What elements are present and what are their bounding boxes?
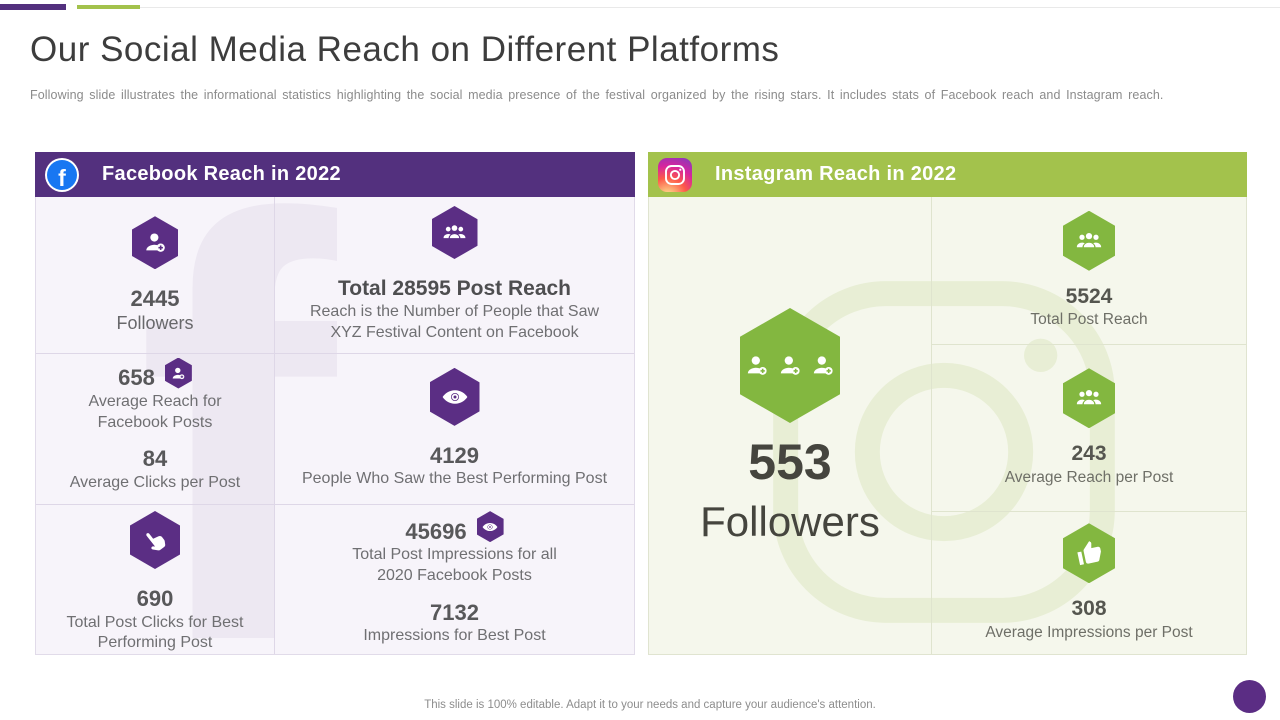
instagram-total-post-reach-value: 5524 [1065,284,1113,308]
accent-bar-purple [0,4,66,10]
instagram-icon [658,157,692,192]
facebook-stats-grid: f 2445 Followers [35,197,635,655]
facebook-best-impressions-value: 7132 [430,599,479,625]
facebook-best-impressions-label: Impressions for Best Post [363,627,546,645]
facebook-total-impressions-value: 45696 [405,518,467,544]
instagram-average-reach-cell: 243 Average Reach per Post [932,345,1246,512]
facebook-header-title: Facebook Reach in 2022 [102,163,341,185]
facebook-post-reach-title: Total 28595 Post Reach [337,277,572,301]
facebook-average-reach-value: 658 [118,365,155,391]
instagram-average-reach-label: Average Reach per Post [1004,468,1174,486]
facebook-average-clicks-value: 84 [142,446,168,472]
users-add-group-icon [740,308,840,423]
facebook-followers-label: Followers [116,312,194,333]
users-group-icon [1063,368,1115,429]
page-subtitle: Following slide illustrates the informat… [30,88,1164,102]
facebook-followers-cell: 2445 Followers [36,197,275,354]
facebook-post-reach-cell: Total 28595 Post Reach Reach is the Numb… [275,197,634,354]
instagram-followers-cell: 553 Followers [649,197,932,654]
footer-note: This slide is 100% editable. Adapt it to… [424,699,876,711]
instagram-total-post-reach-cell: 5524 Total Post Reach [932,197,1246,345]
instagram-header-title: Instagram Reach in 2022 [715,163,957,185]
facebook-average-reach-label: Average Reach for Facebook Posts [88,392,222,431]
click-hand-icon [130,511,180,569]
accent-bar-green [77,5,140,9]
facebook-panel: f Facebook Reach in 2022 f 2445 Follower… [35,152,635,655]
facebook-panel-header: f Facebook Reach in 2022 [35,152,635,197]
instagram-right-column: 5524 Total Post Reach 243 Average Reach … [932,197,1246,654]
accent-hairline [140,7,1280,8]
user-add-icon [132,216,178,270]
instagram-total-post-reach-label: Total Post Reach [1030,311,1148,329]
facebook-logo-letter: f [47,159,77,190]
instagram-average-reach-value: 243 [1071,442,1107,466]
instagram-followers-value: 553 [748,434,832,490]
facebook-post-reach-desc: Reach is the Number of People that Saw X… [309,303,600,342]
facebook-impressions-cell: 45696 Total Post Impressions for all 202… [275,505,634,654]
facebook-total-impressions-label: Total Post Impressions for all 2020 Face… [352,546,557,585]
instagram-average-impressions-value: 308 [1071,597,1107,621]
instagram-stats-grid: 553 Followers 5524 Total Post Reach [648,197,1247,655]
users-group-icon [431,206,478,260]
users-group-icon [1063,210,1115,271]
facebook-post-clicks-label: Total Post Clicks for Best Performing Po… [66,613,244,652]
facebook-best-post-views-value: 4129 [430,442,479,468]
facebook-average-clicks-label: Average Clicks per Post [69,473,241,491]
instagram-average-impressions-cell: 308 Average Impressions per Post [932,512,1246,654]
facebook-best-post-views-label: People Who Saw the Best Performing Post [301,470,608,488]
instagram-average-impressions-label: Average Impressions per Post [985,623,1193,641]
thumbs-up-icon [1063,523,1115,584]
facebook-best-post-views-cell: 4129 People Who Saw the Best Performing … [275,354,634,505]
eye-icon [429,367,480,426]
facebook-post-clicks-cell: 690 Total Post Clicks for Best Performin… [36,505,275,654]
instagram-panel-header: Instagram Reach in 2022 [648,152,1247,197]
instagram-followers-label: Followers [700,498,880,545]
corner-dot-decoration [1233,680,1266,713]
facebook-post-clicks-value: 690 [136,586,174,611]
user-add-icon [164,357,192,389]
eye-icon [476,511,504,543]
page-title: Our Social Media Reach on Different Plat… [30,30,780,69]
instagram-panel: Instagram Reach in 2022 [648,152,1247,655]
facebook-average-reach-cell: 658 Average Reach for Facebook Posts 84 … [36,354,275,505]
facebook-followers-value: 2445 [130,286,180,312]
facebook-icon: f [45,157,79,192]
